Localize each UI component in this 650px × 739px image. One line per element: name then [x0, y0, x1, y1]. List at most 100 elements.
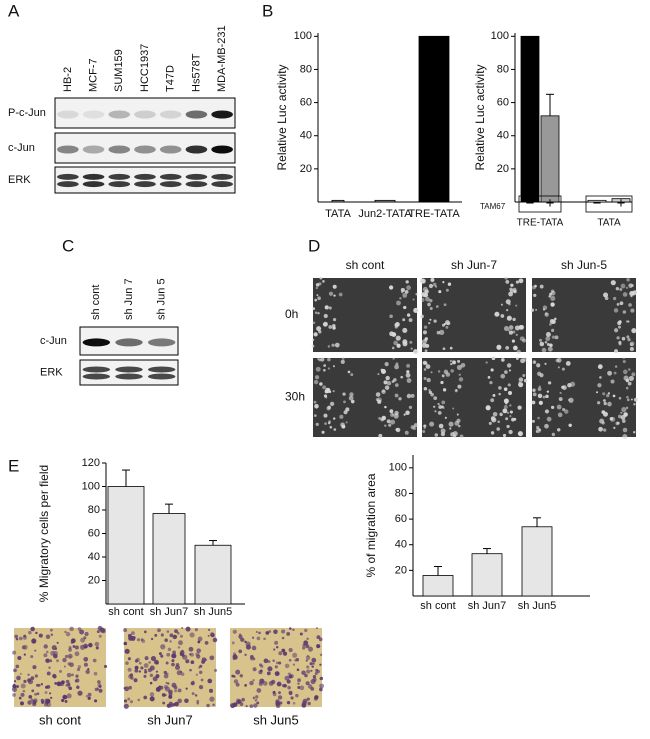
- cell: [23, 679, 27, 683]
- cell: [235, 682, 240, 687]
- cell: [276, 681, 282, 687]
- cell: [201, 660, 206, 664]
- cell: [628, 303, 632, 307]
- cell: [508, 429, 513, 435]
- cell: [235, 669, 241, 675]
- cell: [610, 416, 616, 422]
- cell: [535, 308, 538, 311]
- cell: [61, 680, 65, 685]
- cell: [340, 359, 345, 364]
- cell: [626, 398, 630, 402]
- cell: [406, 378, 412, 383]
- cell: [445, 325, 449, 329]
- cell: [328, 306, 332, 310]
- group-label: TRE-TATA: [517, 218, 564, 229]
- cell: [533, 293, 537, 297]
- cell: [196, 648, 202, 653]
- panel-label: B: [262, 1, 273, 20]
- cell: [302, 646, 306, 650]
- row-label: TAM67: [480, 202, 506, 211]
- cell: [394, 393, 399, 398]
- blot-band: [134, 181, 156, 188]
- cell: [154, 633, 158, 637]
- panel-label: C: [62, 236, 74, 255]
- cell: [305, 655, 311, 660]
- cell: [546, 416, 552, 422]
- cell: [188, 646, 194, 652]
- cell: [76, 667, 81, 672]
- cell: [633, 431, 636, 434]
- cell: [245, 705, 248, 708]
- cell: [544, 423, 549, 429]
- cell: [322, 279, 325, 283]
- blot-band: [108, 173, 131, 180]
- cell: [384, 405, 387, 409]
- image-caption: sh Jun7: [147, 712, 193, 727]
- cell: [332, 326, 336, 330]
- cell: [281, 629, 286, 634]
- cell: [449, 427, 452, 430]
- cell: [44, 698, 50, 704]
- cell: [614, 328, 619, 333]
- cell: [534, 284, 537, 288]
- cell: [510, 283, 514, 287]
- y-tick-label: 80: [497, 63, 509, 75]
- y-tick-label: 60: [88, 527, 100, 539]
- blot-band: [211, 181, 233, 188]
- cell: [64, 699, 68, 703]
- cell: [457, 359, 461, 363]
- column-label: sh Jun-7: [451, 258, 497, 272]
- cell: [333, 294, 336, 297]
- cell: [613, 296, 617, 301]
- cell: [440, 428, 446, 434]
- cell: [319, 663, 322, 666]
- cell: [196, 701, 200, 705]
- cell: [554, 317, 557, 321]
- cell: [388, 285, 394, 290]
- cell: [316, 669, 321, 674]
- cell: [569, 381, 576, 387]
- cell: [255, 695, 259, 699]
- cell: [386, 419, 391, 424]
- cell: [428, 283, 434, 289]
- cell: [23, 653, 26, 656]
- cell: [622, 292, 628, 297]
- cell: [88, 642, 93, 648]
- cell: [441, 323, 445, 327]
- cell: [312, 321, 316, 325]
- cell: [19, 636, 23, 641]
- cell: [286, 679, 291, 684]
- cell: [410, 393, 415, 398]
- cell: [551, 328, 555, 332]
- cell: [278, 651, 283, 656]
- cell: [174, 629, 178, 634]
- cell: [429, 421, 435, 427]
- cell: [623, 369, 628, 375]
- cell: [59, 669, 62, 673]
- cell: [95, 646, 99, 650]
- blot-band: [134, 145, 156, 154]
- blot-band: [108, 110, 131, 119]
- cell: [85, 669, 90, 674]
- blot-band: [108, 145, 131, 154]
- cell: [40, 698, 44, 703]
- cell: [167, 682, 170, 685]
- cell: [442, 347, 446, 351]
- cell: [317, 312, 320, 315]
- cell: [46, 650, 49, 654]
- cell: [402, 318, 406, 322]
- cell: [97, 683, 102, 688]
- cell: [550, 295, 556, 301]
- cell: [244, 640, 247, 644]
- cell: [619, 287, 623, 291]
- y-axis-label: Relative Luc activity: [275, 64, 289, 170]
- blot-band: [115, 373, 143, 380]
- cell: [45, 658, 51, 664]
- cell: [135, 657, 141, 662]
- cell: [561, 367, 565, 371]
- row-label: ERK: [40, 366, 63, 378]
- cell: [622, 434, 628, 440]
- cell: [56, 659, 59, 663]
- cell: [568, 423, 572, 428]
- cell: [171, 682, 177, 688]
